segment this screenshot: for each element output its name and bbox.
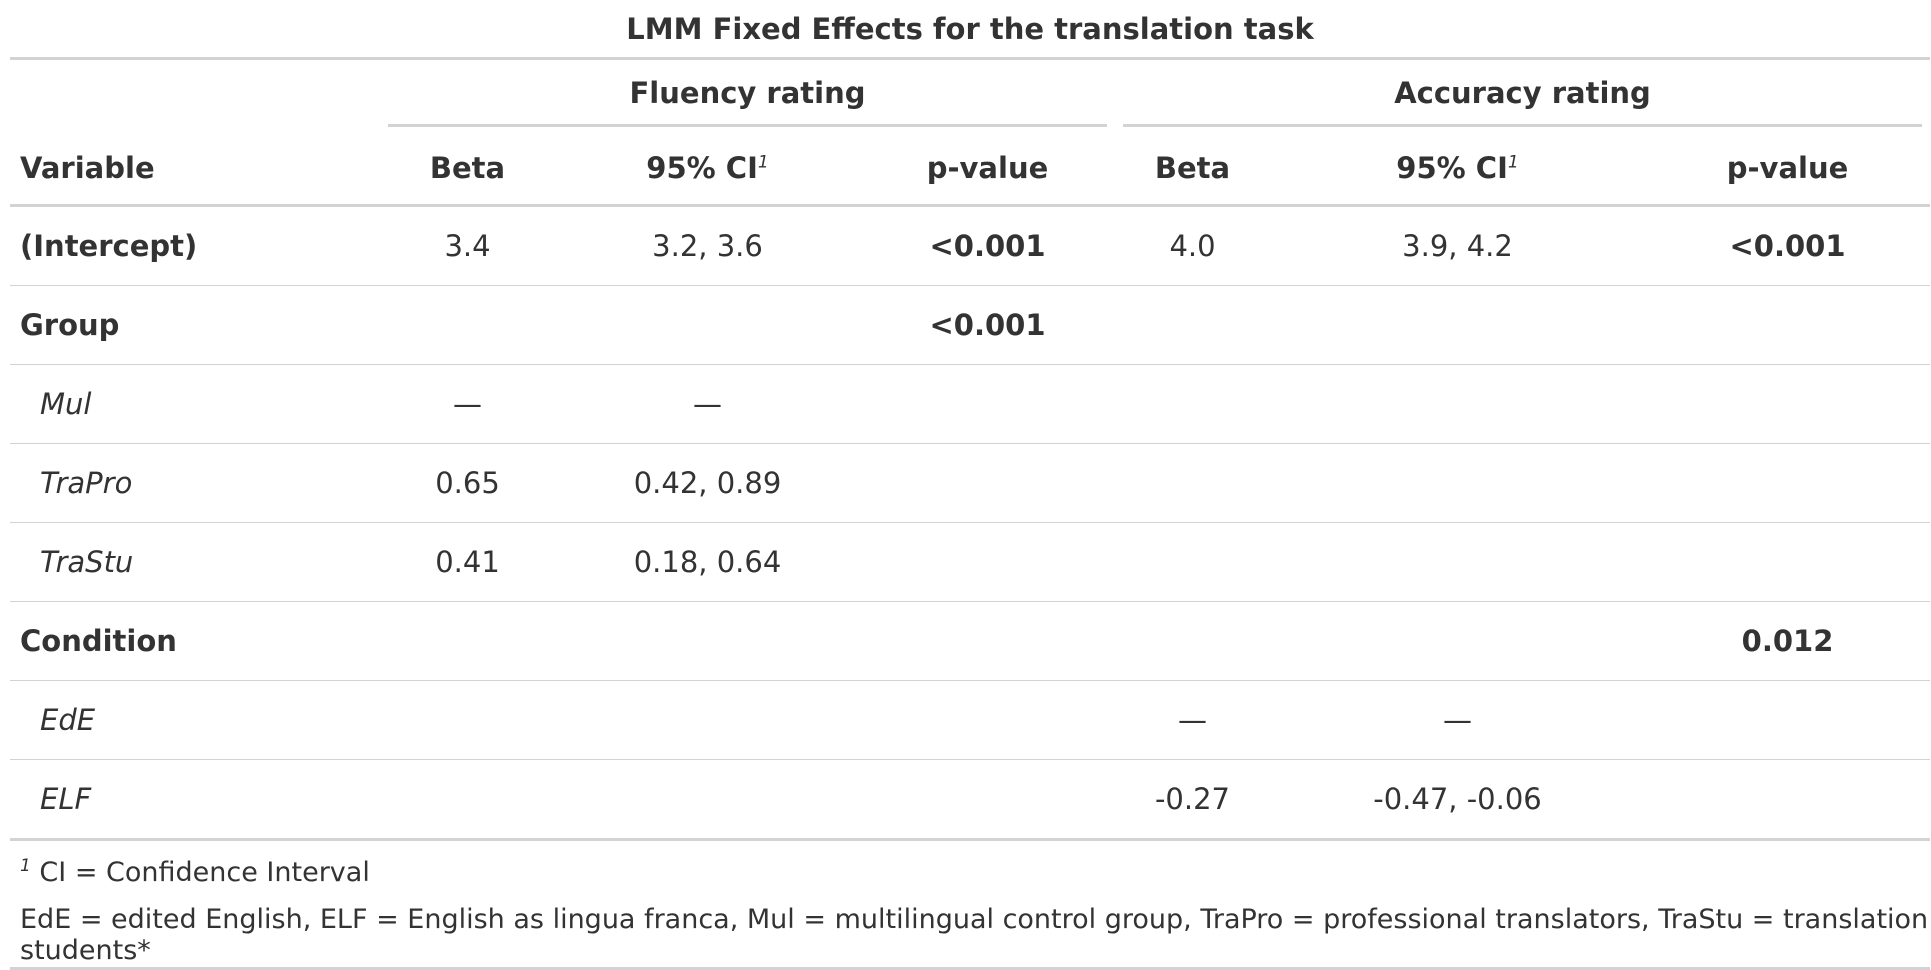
cell-beta-accuracy xyxy=(1115,364,1270,444)
table-row-condition: Condition 0.012 xyxy=(10,601,1931,681)
cell-ci-fluency: 3.2, 3.6 xyxy=(555,205,860,286)
row-label: TraStu xyxy=(10,522,380,602)
cell-p-fluency: <0.001 xyxy=(860,285,1115,365)
table-row-intercept: (Intercept) 3.4 3.2, 3.6 <0.001 4.0 3.9,… xyxy=(10,205,1931,286)
cell-p-accuracy xyxy=(1645,522,1931,602)
cell-ci-accuracy: -0.47, -0.06 xyxy=(1270,759,1645,841)
cell-ci-accuracy: 3.9, 4.2 xyxy=(1270,205,1645,286)
column-header-p-fluency: p-value xyxy=(860,132,1115,207)
row-label: Mul xyxy=(10,364,380,444)
footnote-abbreviations-text: EdE = edited English, ELF = English as l… xyxy=(10,903,1931,970)
cell-beta-fluency: 3.4 xyxy=(380,205,555,286)
results-table-container: LMM Fixed Effects for the translation ta… xyxy=(10,0,1931,970)
footnote-ci: 1 CI = Confidence Interval xyxy=(10,840,1930,904)
cell-beta-accuracy: — xyxy=(1115,680,1270,760)
cell-beta-fluency xyxy=(380,285,555,365)
spanner-empty xyxy=(10,59,380,133)
cell-p-fluency xyxy=(860,443,1115,523)
spanner-accuracy-label: Accuracy rating xyxy=(1123,76,1923,127)
row-label: (Intercept) xyxy=(10,205,380,286)
column-header-ci-accuracy: 95% CI1 xyxy=(1270,132,1645,207)
cell-ci-fluency: — xyxy=(555,364,860,444)
cell-p-fluency xyxy=(860,522,1115,602)
table-row-group: Group <0.001 xyxy=(10,285,1931,365)
cell-p-fluency xyxy=(860,759,1115,841)
cell-beta-fluency: — xyxy=(380,364,555,444)
cell-beta-fluency: 0.65 xyxy=(380,443,555,523)
column-header-p-accuracy: p-value xyxy=(1645,132,1931,207)
cell-p-fluency xyxy=(860,364,1115,444)
cell-ci-accuracy xyxy=(1270,601,1645,681)
cell-p-accuracy: <0.001 xyxy=(1645,205,1931,286)
cell-p-fluency xyxy=(860,680,1115,760)
row-label: EdE xyxy=(10,680,380,760)
spanner-fluency: Fluency rating xyxy=(380,59,1115,133)
cell-beta-fluency xyxy=(380,680,555,760)
spanner-fluency-label: Fluency rating xyxy=(388,76,1107,127)
row-label: Group xyxy=(10,285,380,365)
footnote-ci-cell: 1 CI = Confidence Interval xyxy=(10,840,1930,904)
cell-p-accuracy xyxy=(1645,285,1931,365)
cell-beta-fluency: 0.41 xyxy=(380,522,555,602)
cell-beta-accuracy xyxy=(1115,601,1270,681)
cell-beta-accuracy: -0.27 xyxy=(1115,759,1270,841)
cell-beta-fluency xyxy=(380,759,555,841)
results-table: LMM Fixed Effects for the translation ta… xyxy=(10,0,1931,970)
column-header-beta-fluency: Beta xyxy=(380,132,555,207)
cell-ci-fluency xyxy=(555,759,860,841)
footnote-abbreviations: EdE = edited English, ELF = English as l… xyxy=(10,903,1931,970)
footnote-ci-text: CI = Confidence Interval xyxy=(39,856,370,888)
cell-ci-accuracy xyxy=(1270,522,1645,602)
table-row-trastu: TraStu 0.41 0.18, 0.64 xyxy=(10,522,1931,602)
spanner-accuracy: Accuracy rating xyxy=(1115,59,1930,133)
cell-p-fluency: <0.001 xyxy=(860,205,1115,286)
cell-ci-fluency xyxy=(555,601,860,681)
cell-ci-fluency xyxy=(555,680,860,760)
row-label: TraPro xyxy=(10,443,380,523)
cell-beta-fluency xyxy=(380,601,555,681)
cell-p-accuracy xyxy=(1645,364,1931,444)
table-row-elf: ELF -0.27 -0.47, -0.06 xyxy=(10,759,1931,841)
table-title: LMM Fixed Effects for the translation ta… xyxy=(10,0,1931,60)
cell-beta-accuracy: 4.0 xyxy=(1115,205,1270,286)
table-row-ede: EdE — — xyxy=(10,680,1931,760)
cell-p-accuracy xyxy=(1645,680,1931,760)
column-header-beta-accuracy: Beta xyxy=(1115,132,1270,207)
cell-beta-accuracy xyxy=(1115,443,1270,523)
column-header-variable: Variable xyxy=(10,132,380,207)
table-row-mul: Mul — — xyxy=(10,364,1931,444)
cell-ci-accuracy: — xyxy=(1270,680,1645,760)
row-label: ELF xyxy=(10,759,380,841)
cell-beta-accuracy xyxy=(1115,522,1270,602)
row-label: Condition xyxy=(10,601,380,681)
cell-ci-accuracy xyxy=(1270,364,1645,444)
ci-label: 95% CI xyxy=(1396,151,1508,185)
footnote-ci-mark: 1 xyxy=(20,855,31,876)
column-header-ci-fluency: 95% CI1 xyxy=(555,132,860,207)
cell-p-accuracy xyxy=(1645,443,1931,523)
cell-beta-accuracy xyxy=(1115,285,1270,365)
cell-ci-fluency: 0.42, 0.89 xyxy=(555,443,860,523)
cell-p-fluency xyxy=(860,601,1115,681)
footnote-marker: 1 xyxy=(1507,152,1519,173)
footnote-marker: 1 xyxy=(757,152,769,173)
cell-ci-accuracy xyxy=(1270,285,1645,365)
table-row-trapro: TraPro 0.65 0.42, 0.89 xyxy=(10,443,1931,523)
cell-ci-fluency: 0.18, 0.64 xyxy=(555,522,860,602)
cell-ci-accuracy xyxy=(1270,443,1645,523)
cell-ci-fluency xyxy=(555,285,860,365)
ci-label: 95% CI xyxy=(646,151,758,185)
cell-p-accuracy: 0.012 xyxy=(1645,601,1931,681)
cell-p-accuracy xyxy=(1645,759,1931,841)
